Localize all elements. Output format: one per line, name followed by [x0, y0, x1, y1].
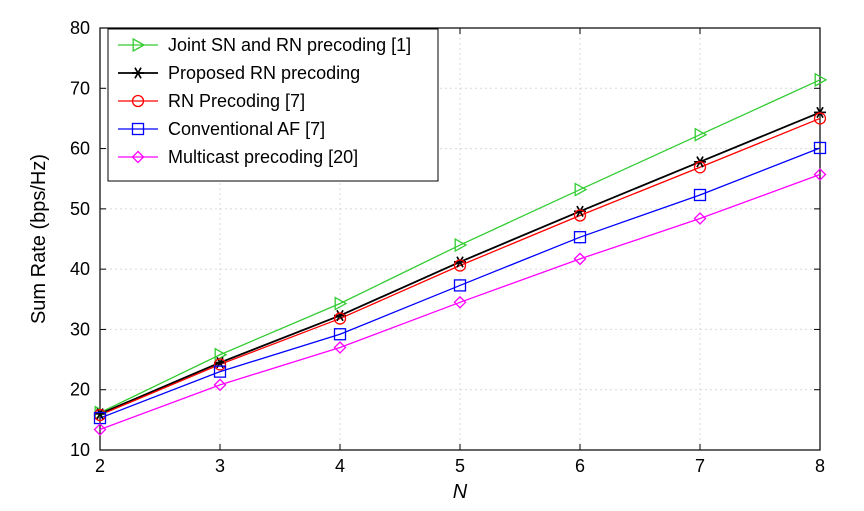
legend-label-proposed: Proposed RN precoding: [168, 63, 360, 83]
legend-label-af7: Conventional AF [7]: [168, 119, 325, 139]
svg-text:30: 30: [70, 319, 90, 339]
svg-text:60: 60: [70, 139, 90, 159]
svg-text:4: 4: [335, 456, 345, 476]
line-chart: 2 3 4 5 6 7 8 10 20 30 40 50 60 70 80 N Sum Rate (bps/Hz…: [0, 0, 864, 511]
x-axis-label: N: [453, 481, 468, 503]
svg-text:40: 40: [70, 259, 90, 279]
svg-text:20: 20: [70, 380, 90, 400]
svg-text:50: 50: [70, 199, 90, 219]
svg-text:70: 70: [70, 78, 90, 98]
svg-text:5: 5: [455, 456, 465, 476]
legend: Joint SN and RN precoding [1] Proposed RN…: [108, 29, 438, 181]
legend-label-rn7: RN Precoding [7]: [168, 91, 305, 111]
svg-text:3: 3: [215, 456, 225, 476]
legend-label-multicast: Multicast precoding [20]: [168, 147, 358, 167]
legend-label-joint: Joint SN and RN precoding [1]: [168, 35, 411, 55]
svg-text:6: 6: [575, 456, 585, 476]
chart-container: 2 3 4 5 6 7 8 10 20 30 40 50 60 70 80 N Sum Rate (bps/Hz…: [0, 0, 864, 511]
svg-text:80: 80: [70, 18, 90, 38]
svg-text:2: 2: [95, 456, 105, 476]
svg-text:10: 10: [70, 440, 90, 460]
svg-text:7: 7: [695, 456, 705, 476]
svg-text:8: 8: [815, 456, 825, 476]
y-axis-label: Sum Rate (bps/Hz): [28, 154, 50, 324]
